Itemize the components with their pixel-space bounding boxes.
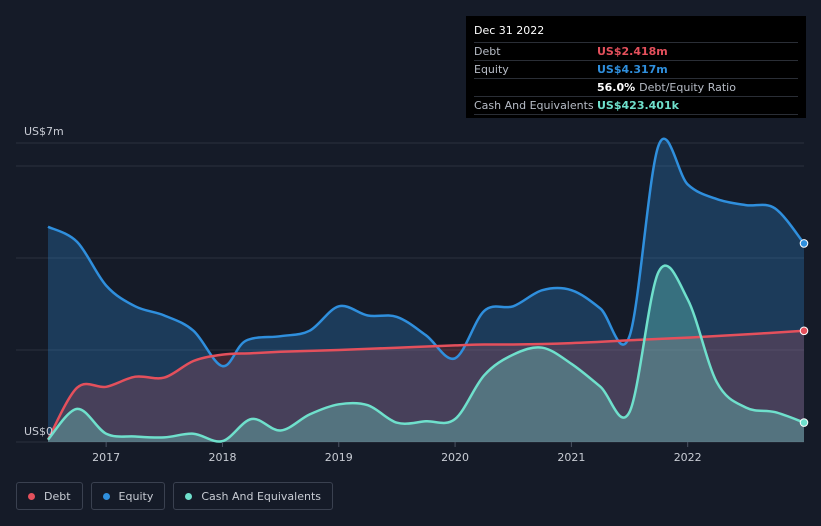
- y-axis-min-label: US$0: [24, 425, 53, 438]
- tooltip-equity-value: US$4.317m: [597, 63, 668, 76]
- x-axis: 2017 2018 2019 2020 2021 2022: [92, 442, 702, 464]
- debt-end-marker: [799, 326, 809, 336]
- equity-area: [48, 138, 804, 442]
- x-tick-label-2020: 2020: [441, 451, 469, 464]
- tooltip-debt-value: US$2.418m: [597, 45, 668, 58]
- series-layer: [46, 137, 809, 443]
- x-tick-label-2022: 2022: [674, 451, 702, 464]
- tooltip-cash-label: Cash And Equivalents: [474, 99, 594, 112]
- tooltip-ratio-row: 56.0% Debt/Equity Ratio: [474, 78, 798, 96]
- cash-area: [48, 265, 804, 442]
- chart-legend: Debt Equity Cash And Equivalents: [16, 482, 333, 510]
- legend-item-cash[interactable]: Cash And Equivalents: [173, 482, 333, 510]
- tooltip-equity-row: Equity US$4.317m: [474, 60, 798, 78]
- x-tick-label-2018: 2018: [208, 451, 236, 464]
- cash-end-marker: [799, 418, 809, 427]
- x-tick-label-2019: 2019: [325, 451, 353, 464]
- equity-line: [47, 137, 805, 368]
- debt-line: [46, 329, 805, 441]
- legend-item-equity[interactable]: Equity: [90, 482, 166, 510]
- legend-debt-label: Debt: [44, 489, 71, 503]
- legend-item-debt[interactable]: Debt: [16, 482, 83, 510]
- x-tick-label-2021: 2021: [557, 451, 585, 464]
- equity-end-marker: [799, 239, 809, 248]
- legend-cash-label: Cash And Equivalents: [201, 489, 321, 503]
- tooltip-debt-label: Debt: [474, 45, 501, 58]
- cash-dot-icon: [185, 492, 193, 500]
- cash-line: [47, 264, 805, 443]
- tooltip-ratio-value: 56.0%: [597, 81, 636, 94]
- tooltip-cash-value: US$423.401k: [597, 99, 679, 112]
- y-axis-max-label: US$7m: [24, 125, 64, 138]
- x-tick-label-2017: 2017: [92, 451, 120, 464]
- equity-dot-icon: [102, 492, 110, 500]
- tooltip-cash-row: Cash And Equivalents US$423.401k: [474, 96, 798, 115]
- debt-area: [48, 330, 804, 442]
- tooltip-equity-label: Equity: [474, 63, 509, 76]
- gridlines: [16, 142, 804, 443]
- debt-dot-icon: [28, 492, 35, 500]
- tooltip-ratio-label: Debt/Equity Ratio: [639, 81, 736, 94]
- tooltip-debt-row: Debt US$2.418m: [474, 42, 798, 60]
- tooltip-date: Dec 31 2022: [474, 24, 545, 37]
- legend-equity-label: Equity: [118, 489, 154, 503]
- data-tooltip: Dec 31 2022 Debt US$2.418m Equity US$4.3…: [466, 16, 806, 118]
